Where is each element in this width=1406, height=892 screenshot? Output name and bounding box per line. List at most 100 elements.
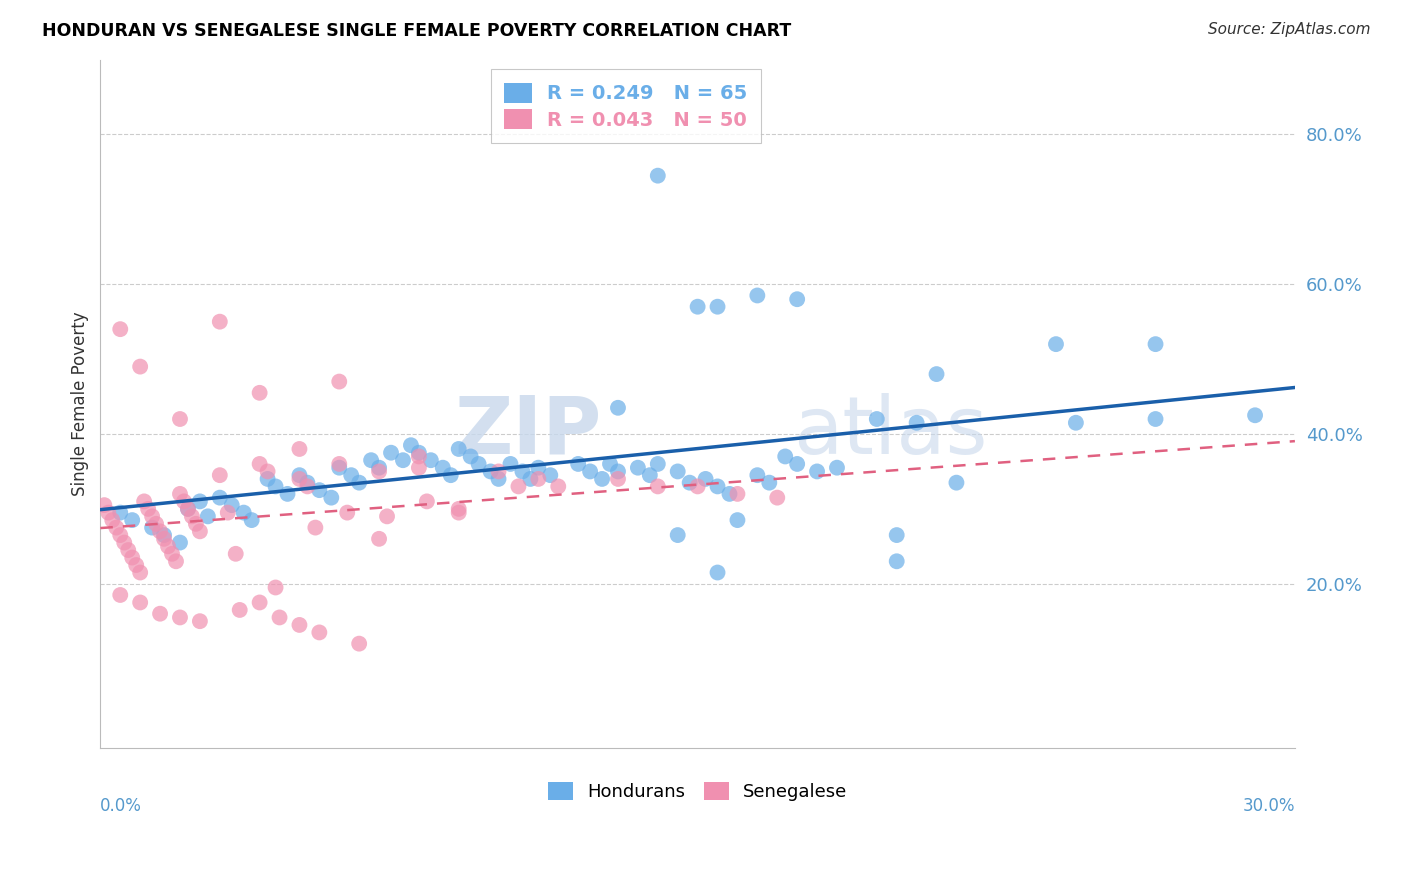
Point — [228, 603, 250, 617]
Point — [766, 491, 789, 505]
Point — [340, 468, 363, 483]
Point — [197, 509, 219, 524]
Point — [419, 453, 441, 467]
Point — [725, 487, 748, 501]
Point — [666, 465, 689, 479]
Point — [145, 516, 167, 531]
Point — [121, 513, 143, 527]
Point — [256, 472, 278, 486]
Text: ZIP: ZIP — [454, 392, 602, 471]
Point — [488, 465, 510, 479]
Point — [304, 520, 326, 534]
Point — [217, 506, 239, 520]
Point — [627, 460, 650, 475]
Point — [392, 453, 415, 467]
Point — [567, 457, 589, 471]
Point — [136, 501, 159, 516]
Point — [188, 494, 211, 508]
Text: HONDURAN VS SENEGALESE SINGLE FEMALE POVERTY CORRELATION CHART: HONDURAN VS SENEGALESE SINGLE FEMALE POV… — [42, 22, 792, 40]
Point — [591, 472, 613, 486]
Point — [886, 554, 908, 568]
Point — [360, 453, 382, 467]
Point — [208, 468, 231, 483]
Point — [607, 401, 630, 415]
Point — [328, 457, 350, 471]
Point — [945, 475, 967, 490]
Point — [607, 465, 630, 479]
Point — [153, 532, 176, 546]
Point — [308, 483, 330, 497]
Point — [110, 322, 132, 336]
Text: 0.0%: 0.0% — [100, 797, 142, 814]
Point — [249, 385, 271, 400]
Point — [607, 472, 630, 486]
Point — [169, 412, 191, 426]
Point — [153, 528, 176, 542]
Point — [706, 300, 728, 314]
Point — [638, 468, 661, 483]
Point — [125, 558, 148, 572]
Point — [121, 550, 143, 565]
Point — [1244, 409, 1267, 423]
Y-axis label: Single Female Poverty: Single Female Poverty — [72, 311, 89, 496]
Text: 30.0%: 30.0% — [1243, 797, 1295, 814]
Point — [408, 450, 430, 464]
Point — [149, 524, 172, 539]
Point — [440, 468, 463, 483]
Point — [773, 450, 796, 464]
Point — [269, 610, 291, 624]
Point — [188, 524, 211, 539]
Point — [308, 625, 330, 640]
Point — [232, 506, 254, 520]
Point — [460, 450, 482, 464]
Point — [149, 607, 172, 621]
Point — [686, 300, 709, 314]
Point — [408, 460, 430, 475]
Point — [686, 479, 709, 493]
Point — [416, 494, 439, 508]
Point — [288, 442, 311, 456]
Point — [110, 528, 132, 542]
Point — [134, 494, 156, 508]
Point — [479, 465, 502, 479]
Point — [240, 513, 263, 527]
Point — [173, 494, 195, 508]
Point — [165, 554, 187, 568]
Text: Source: ZipAtlas.com: Source: ZipAtlas.com — [1208, 22, 1371, 37]
Point — [647, 457, 669, 471]
Point — [447, 442, 470, 456]
Point — [177, 501, 200, 516]
Point — [110, 506, 132, 520]
Point — [141, 520, 163, 534]
Point — [336, 506, 359, 520]
Point — [1144, 412, 1167, 426]
Point — [297, 479, 319, 493]
Point — [647, 479, 669, 493]
Point — [527, 460, 550, 475]
Point — [169, 610, 191, 624]
Point — [375, 509, 398, 524]
Point — [184, 516, 207, 531]
Point — [488, 472, 510, 486]
Point — [288, 618, 311, 632]
Point — [177, 501, 200, 516]
Point — [288, 468, 311, 483]
Legend: Hondurans, Senegalese: Hondurans, Senegalese — [540, 774, 855, 808]
Point — [447, 501, 470, 516]
Point — [225, 547, 247, 561]
Point — [188, 614, 211, 628]
Point — [508, 479, 530, 493]
Point — [666, 528, 689, 542]
Point — [599, 457, 621, 471]
Point — [718, 487, 741, 501]
Point — [169, 487, 191, 501]
Point — [105, 520, 128, 534]
Point — [786, 457, 808, 471]
Point — [925, 367, 948, 381]
Point — [249, 457, 271, 471]
Point — [786, 292, 808, 306]
Point — [725, 513, 748, 527]
Point — [321, 491, 343, 505]
Point — [256, 465, 278, 479]
Point — [264, 581, 287, 595]
